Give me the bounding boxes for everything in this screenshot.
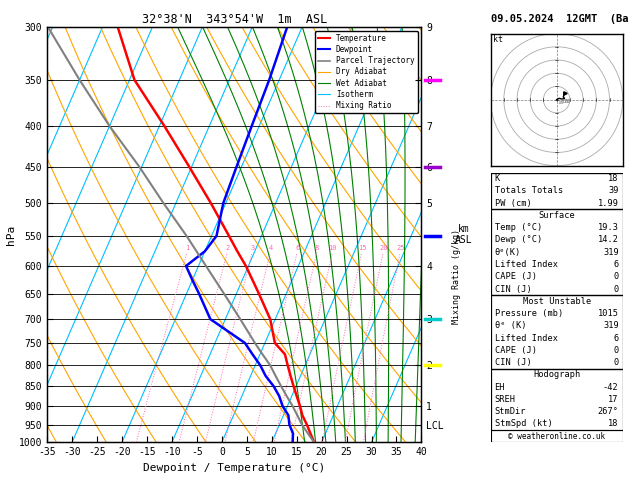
Text: Totals Totals: Totals Totals xyxy=(494,187,563,195)
Text: CAPE (J): CAPE (J) xyxy=(494,272,537,281)
Text: kt: kt xyxy=(493,35,503,44)
Title: 32°38'N  343°54'W  1m  ASL: 32°38'N 343°54'W 1m ASL xyxy=(142,13,327,26)
Text: 2: 2 xyxy=(225,245,230,251)
Text: 39: 39 xyxy=(608,187,619,195)
Text: 3: 3 xyxy=(250,245,255,251)
Text: 25: 25 xyxy=(396,245,404,251)
Text: 4: 4 xyxy=(269,245,273,251)
Text: 17: 17 xyxy=(608,395,619,404)
X-axis label: Dewpoint / Temperature (°C): Dewpoint / Temperature (°C) xyxy=(143,463,325,473)
Text: 6: 6 xyxy=(613,260,619,269)
Text: Dewp (°C): Dewp (°C) xyxy=(494,235,542,244)
Text: 319: 319 xyxy=(603,321,619,330)
Text: CIN (J): CIN (J) xyxy=(494,284,532,294)
Text: 0: 0 xyxy=(613,358,619,367)
Bar xyxy=(491,369,623,430)
Bar xyxy=(491,173,623,209)
Text: 0: 0 xyxy=(613,346,619,355)
Text: -42: -42 xyxy=(603,382,619,392)
Text: Hodograph: Hodograph xyxy=(533,370,581,380)
Text: 09.05.2024  12GMT  (Base: 12): 09.05.2024 12GMT (Base: 12) xyxy=(491,14,629,24)
Text: 0: 0 xyxy=(613,284,619,294)
Text: θᵉ(K): θᵉ(K) xyxy=(494,248,521,257)
Text: Temp (°C): Temp (°C) xyxy=(494,223,542,232)
Text: PW (cm): PW (cm) xyxy=(494,199,532,208)
Text: 0: 0 xyxy=(613,272,619,281)
Bar xyxy=(491,295,623,369)
Text: 10: 10 xyxy=(557,100,564,104)
Legend: Temperature, Dewpoint, Parcel Trajectory, Dry Adiabat, Wet Adiabat, Isotherm, Mi: Temperature, Dewpoint, Parcel Trajectory… xyxy=(315,31,418,113)
Text: 1015: 1015 xyxy=(598,309,619,318)
Text: Most Unstable: Most Unstable xyxy=(523,297,591,306)
Text: Mixing Ratio (g/kg): Mixing Ratio (g/kg) xyxy=(452,228,460,324)
Text: StmSpd (kt): StmSpd (kt) xyxy=(494,419,552,428)
Text: 18: 18 xyxy=(608,419,619,428)
Text: 6: 6 xyxy=(613,333,619,343)
Text: CIN (J): CIN (J) xyxy=(494,358,532,367)
Text: Pressure (mb): Pressure (mb) xyxy=(494,309,563,318)
Text: 19.3: 19.3 xyxy=(598,223,619,232)
Text: 20: 20 xyxy=(379,245,387,251)
Text: 8: 8 xyxy=(315,245,319,251)
Text: 267°: 267° xyxy=(598,407,619,416)
Text: CAPE (J): CAPE (J) xyxy=(494,346,537,355)
Text: 50: 50 xyxy=(565,99,571,104)
Y-axis label: km
ASL: km ASL xyxy=(455,224,472,245)
Text: 1: 1 xyxy=(185,245,189,251)
Text: 14.2: 14.2 xyxy=(598,235,619,244)
Text: EH: EH xyxy=(494,382,505,392)
Text: 85: 85 xyxy=(560,99,567,104)
Text: 15: 15 xyxy=(358,245,366,251)
Text: 10: 10 xyxy=(328,245,337,251)
Y-axis label: hPa: hPa xyxy=(6,225,16,244)
Text: θᵉ (K): θᵉ (K) xyxy=(494,321,526,330)
Text: 319: 319 xyxy=(603,248,619,257)
Text: 6: 6 xyxy=(295,245,299,251)
Text: 70: 70 xyxy=(564,99,570,104)
Text: SREH: SREH xyxy=(494,395,516,404)
Text: Surface: Surface xyxy=(538,211,575,220)
Text: 1.99: 1.99 xyxy=(598,199,619,208)
Text: Lifted Index: Lifted Index xyxy=(494,260,557,269)
Bar xyxy=(491,209,623,295)
Text: K: K xyxy=(494,174,500,183)
Text: 18: 18 xyxy=(608,174,619,183)
Text: Lifted Index: Lifted Index xyxy=(494,333,557,343)
Text: © weatheronline.co.uk: © weatheronline.co.uk xyxy=(508,432,605,441)
Text: StmDir: StmDir xyxy=(494,407,526,416)
